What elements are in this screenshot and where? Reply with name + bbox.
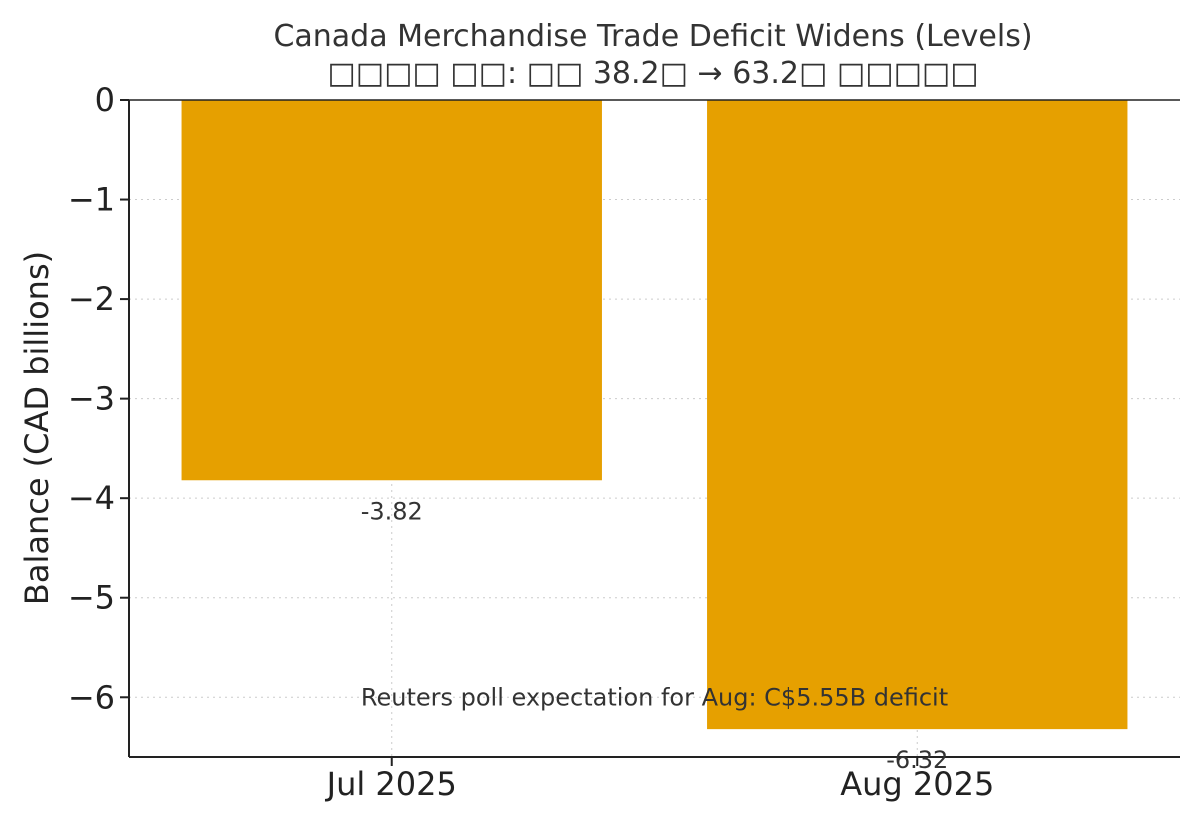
labels-layer: 0 −1 −2 −3 −4 −5 −6 Jul 2025 Aug 2025 -3.82 -6.32	[68, 81, 994, 803]
bar-value-label: -6.32	[886, 746, 948, 774]
y-tick-label: −4	[68, 479, 115, 517]
bar	[707, 100, 1128, 730]
y-axis-label: Balance (CAD billions)	[18, 251, 56, 605]
bars-layer	[181, 100, 1128, 730]
chart-title: Canada Merchandise Trade Deficit Widens …	[273, 19, 1032, 54]
x-tick-label: Jul 2025	[325, 765, 457, 803]
bar	[181, 100, 602, 481]
bar-value-label: -3.82	[361, 497, 423, 525]
y-tick-label: −1	[68, 181, 115, 219]
y-tick-label: −6	[68, 678, 115, 716]
chart-subtitle: □□□□ □□: □□ 38.2□ → 63.2□ □□□□□	[327, 56, 978, 91]
axes-layer	[120, 99, 1180, 766]
y-tick-label: 0	[95, 81, 115, 119]
y-tick-label: −3	[68, 380, 115, 418]
y-tick-label: −2	[68, 280, 115, 318]
chart-annotation: Reuters poll expectation for Aug: C$5.55…	[361, 683, 948, 711]
x-tick-label: Aug 2025	[840, 765, 994, 803]
y-tick-label: −5	[68, 579, 115, 617]
